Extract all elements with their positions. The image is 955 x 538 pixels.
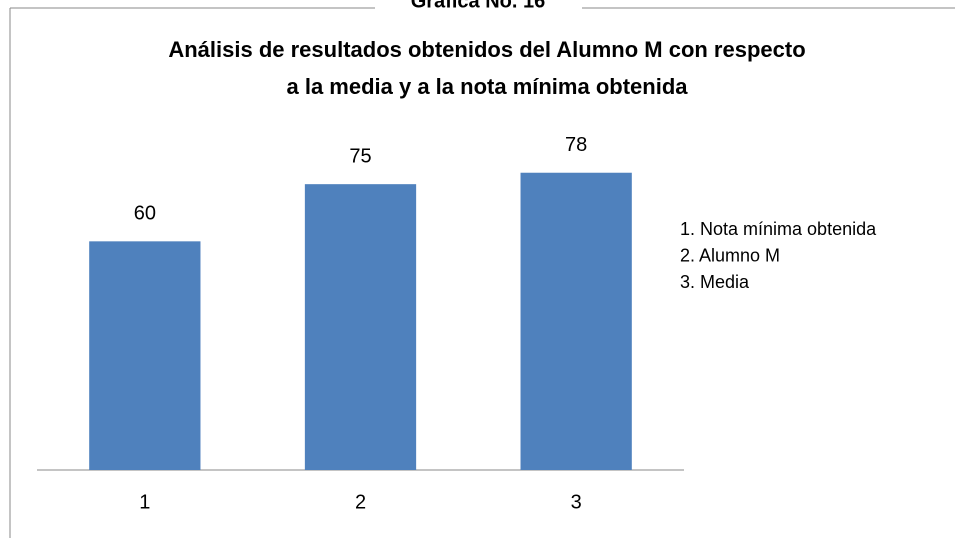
x-tick-label: 1 [139, 491, 150, 513]
bar [89, 241, 201, 470]
legend-entry: 1. Nota mínima obtenida [680, 219, 877, 239]
x-tick-label: 2 [355, 491, 366, 513]
data-label: 60 [134, 203, 156, 225]
chart-title: a la media y a la nota mínima obtenida [286, 74, 688, 99]
data-label: 75 [349, 145, 371, 167]
bar [520, 172, 632, 470]
bar [304, 184, 417, 470]
data-label: 78 [565, 134, 587, 156]
chart-title: Análisis de resultados obtenidos del Alu… [168, 37, 805, 62]
legend-entry: 3. Media [680, 272, 750, 292]
x-tick-label: 3 [571, 491, 582, 513]
legend-entry: 2. Alumno M [680, 245, 780, 265]
page-title: Gráfica No. 16 [411, 0, 546, 12]
